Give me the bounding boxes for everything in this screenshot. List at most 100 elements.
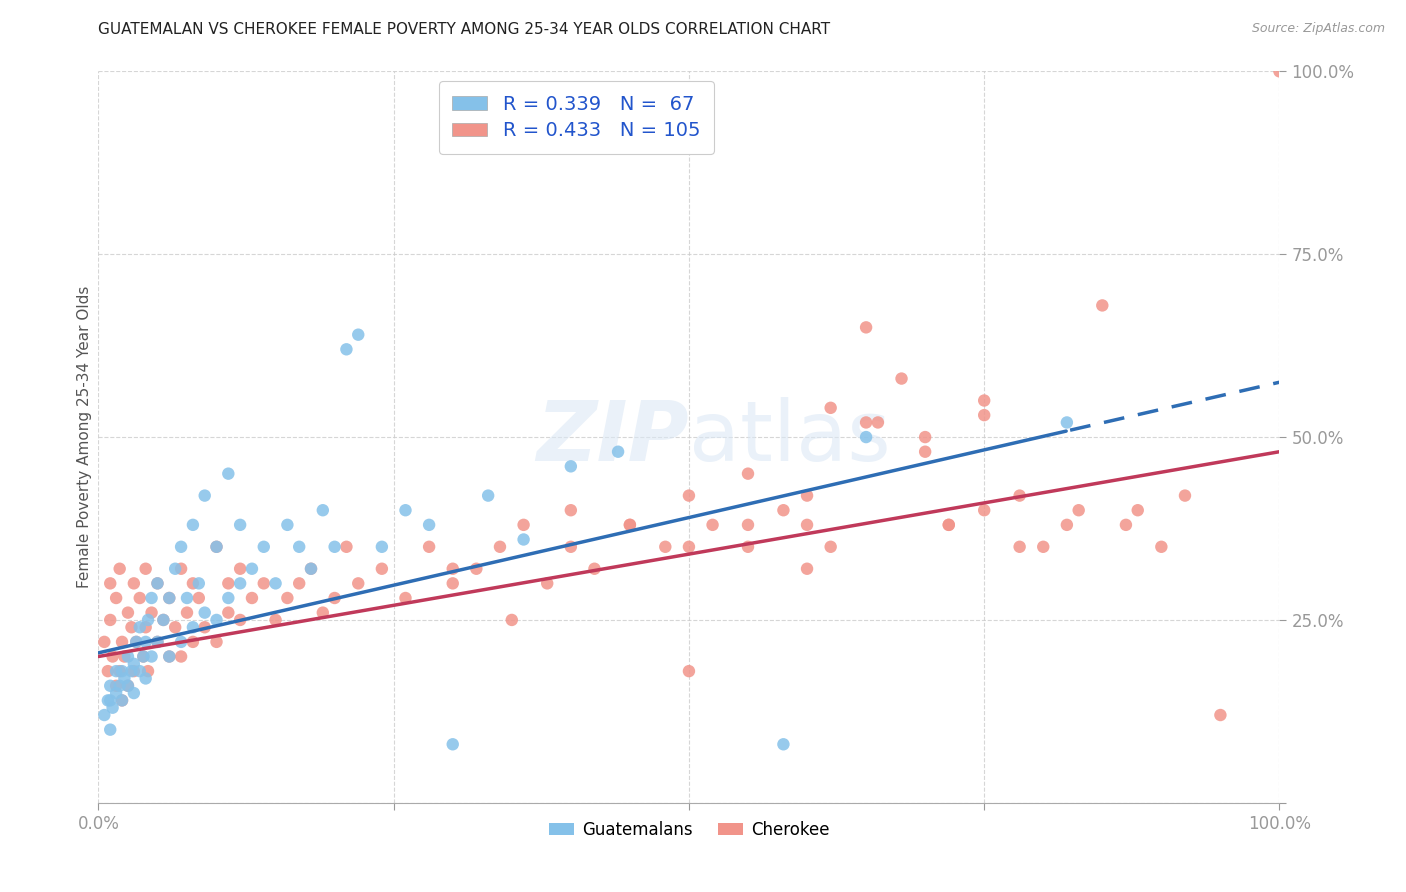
Point — [560, 459, 582, 474]
Point — [128, 620, 150, 634]
Point — [112, 649, 135, 664]
Point — [141, 606, 163, 620]
Text: Source: ZipAtlas.com: Source: ZipAtlas.com — [1251, 22, 1385, 36]
Point — [108, 679, 131, 693]
Point — [583, 562, 606, 576]
Point — [136, 664, 159, 678]
Point — [98, 576, 121, 591]
Point — [181, 576, 204, 591]
Point — [117, 679, 139, 693]
Point — [98, 723, 121, 737]
Point — [678, 540, 700, 554]
Point — [157, 649, 180, 664]
Point — [98, 693, 121, 707]
Point — [1126, 503, 1149, 517]
Point — [678, 664, 700, 678]
Point — [111, 664, 134, 678]
Point — [170, 649, 193, 664]
Point — [1056, 517, 1078, 532]
Point — [122, 576, 145, 591]
Point — [855, 416, 877, 430]
Point — [914, 444, 936, 458]
Point — [128, 664, 150, 678]
Point — [152, 613, 174, 627]
Point — [141, 649, 163, 664]
Point — [371, 562, 394, 576]
Point — [117, 679, 139, 693]
Point — [820, 540, 842, 554]
Point — [1032, 540, 1054, 554]
Point — [125, 635, 148, 649]
Point — [181, 517, 204, 532]
Point — [132, 649, 155, 664]
Point — [105, 679, 128, 693]
Point — [394, 591, 416, 605]
Text: GUATEMALAN VS CHEROKEE FEMALE POVERTY AMONG 25-34 YEAR OLDS CORRELATION CHART: GUATEMALAN VS CHEROKEE FEMALE POVERTY AM… — [98, 22, 831, 37]
Point — [855, 430, 877, 444]
Point — [112, 672, 135, 686]
Point — [205, 635, 228, 649]
Text: atlas: atlas — [689, 397, 890, 477]
Point — [132, 649, 155, 664]
Point — [217, 576, 239, 591]
Point — [737, 540, 759, 554]
Point — [229, 613, 252, 627]
Point — [1056, 416, 1078, 430]
Point — [136, 613, 159, 627]
Point — [165, 620, 187, 634]
Point — [1115, 517, 1137, 532]
Point — [105, 664, 128, 678]
Point — [165, 562, 187, 576]
Point — [205, 613, 228, 627]
Point — [1067, 503, 1090, 517]
Point — [101, 649, 124, 664]
Point — [938, 517, 960, 532]
Point — [890, 371, 912, 385]
Point — [335, 343, 357, 357]
Point — [560, 540, 582, 554]
Point — [512, 533, 534, 547]
Point — [128, 591, 150, 605]
Point — [240, 591, 263, 605]
Point — [170, 540, 193, 554]
Point — [217, 606, 239, 620]
Point — [312, 503, 335, 517]
Point — [105, 686, 128, 700]
Point — [146, 635, 169, 649]
Point — [157, 649, 180, 664]
Point — [820, 401, 842, 415]
Legend: Guatemalans, Cherokee: Guatemalans, Cherokee — [541, 814, 837, 846]
Point — [678, 489, 700, 503]
Point — [111, 693, 134, 707]
Point — [105, 591, 128, 605]
Point — [1174, 489, 1197, 503]
Point — [276, 591, 298, 605]
Point — [619, 517, 641, 532]
Point — [187, 591, 209, 605]
Point — [176, 591, 198, 605]
Point — [1008, 540, 1031, 554]
Point — [973, 393, 995, 408]
Point — [122, 686, 145, 700]
Point — [1150, 540, 1173, 554]
Point — [122, 664, 145, 678]
Point — [97, 693, 120, 707]
Point — [229, 517, 252, 532]
Point — [973, 408, 995, 422]
Point — [93, 708, 115, 723]
Point — [938, 517, 960, 532]
Point — [737, 467, 759, 481]
Point — [441, 562, 464, 576]
Point — [299, 562, 322, 576]
Point — [93, 635, 115, 649]
Point — [253, 540, 276, 554]
Point — [772, 737, 794, 751]
Point — [122, 657, 145, 671]
Point — [1268, 64, 1291, 78]
Point — [98, 613, 121, 627]
Y-axis label: Female Poverty Among 25-34 Year Olds: Female Poverty Among 25-34 Year Olds — [77, 286, 91, 588]
Point — [253, 576, 276, 591]
Point — [152, 613, 174, 627]
Point — [240, 562, 263, 576]
Point — [194, 489, 217, 503]
